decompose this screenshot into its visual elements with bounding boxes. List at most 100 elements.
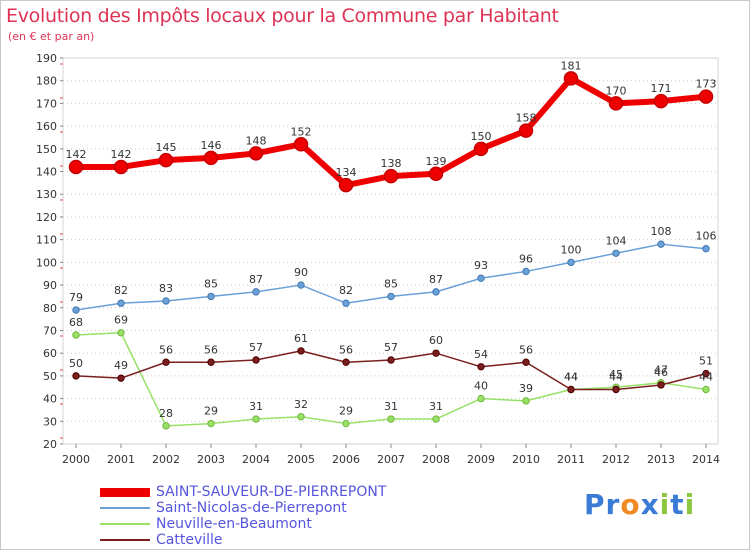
data-point <box>432 349 440 357</box>
data-point <box>522 358 530 366</box>
data-label: 150 <box>471 130 492 143</box>
data-point <box>113 159 129 175</box>
data-point <box>72 331 80 339</box>
data-label: 104 <box>606 234 627 247</box>
data-label: 56 <box>159 343 173 356</box>
data-label: 39 <box>519 382 533 395</box>
data-point <box>522 267 530 276</box>
chart-title: Evolution des Impôts locaux pour la Comm… <box>6 5 559 27</box>
y-tick-label: 150 <box>36 143 57 156</box>
data-label: 87 <box>429 273 443 286</box>
data-label: 139 <box>426 155 447 168</box>
chart-subtitle: (en € et par an) <box>8 30 95 43</box>
data-label: 146 <box>201 139 222 152</box>
data-label: 158 <box>516 112 537 125</box>
x-tick-label: 2000 <box>62 453 90 466</box>
data-point <box>297 347 305 355</box>
data-label: 148 <box>246 134 267 147</box>
data-label: 171 <box>651 82 672 95</box>
data-point <box>383 168 399 184</box>
data-point <box>207 292 215 301</box>
data-point <box>477 274 485 282</box>
data-point <box>117 299 125 307</box>
data-label: 61 <box>294 332 308 345</box>
data-label: 31 <box>384 400 398 413</box>
data-point <box>162 422 170 430</box>
data-point <box>698 89 714 104</box>
data-label: 47 <box>654 364 668 377</box>
logo-letter: x <box>640 488 660 521</box>
data-label: 87 <box>249 273 263 286</box>
data-point <box>293 137 309 152</box>
legend-item: Saint-Nicolas-de-Pierrepont <box>100 500 386 516</box>
data-point <box>203 150 219 166</box>
data-label: 100 <box>561 243 582 256</box>
proxiti-logo: Proxiti <box>584 488 695 521</box>
data-point <box>207 419 215 428</box>
data-point <box>297 281 305 289</box>
y-tick-label: 110 <box>36 234 57 247</box>
y-tick-label: 40 <box>43 393 57 406</box>
data-label: 60 <box>429 334 443 347</box>
data-label: 51 <box>699 355 713 368</box>
data-point <box>387 356 395 364</box>
data-point <box>342 299 350 307</box>
y-tick-label: 50 <box>43 370 57 383</box>
legend-label: Catteville <box>156 532 223 548</box>
x-tick-label: 2014 <box>692 453 720 466</box>
data-point <box>162 297 170 305</box>
data-label: 145 <box>156 141 177 154</box>
data-label: 134 <box>336 166 357 179</box>
data-label: 96 <box>519 252 533 265</box>
y-tick-label: 60 <box>43 347 57 360</box>
data-label: 44 <box>564 371 578 384</box>
data-point <box>522 397 530 405</box>
data-label: 31 <box>429 400 443 413</box>
data-label: 106 <box>696 230 717 243</box>
data-label: 79 <box>69 291 83 304</box>
data-label: 56 <box>519 343 533 356</box>
data-label: 142 <box>111 148 132 161</box>
data-point <box>387 415 395 423</box>
data-point <box>563 71 579 86</box>
data-label: 44 <box>564 371 578 384</box>
data-point <box>612 249 620 257</box>
data-point <box>387 292 395 301</box>
legend-item: Catteville <box>100 532 386 548</box>
data-label: 29 <box>339 405 353 418</box>
data-label: 69 <box>114 314 128 327</box>
data-point <box>518 123 534 138</box>
data-point <box>342 358 350 366</box>
data-point <box>477 394 485 403</box>
data-label: 29 <box>204 405 218 418</box>
data-point <box>702 385 710 394</box>
legend-swatch <box>100 539 150 541</box>
data-label: 90 <box>294 266 308 279</box>
legend-swatch <box>100 487 150 497</box>
x-tick-label: 2008 <box>422 453 450 466</box>
y-tick-label: 160 <box>36 120 57 133</box>
y-tick-label: 100 <box>36 256 57 269</box>
data-label: 138 <box>381 157 402 170</box>
legend-swatch <box>100 523 150 525</box>
data-label: 56 <box>204 343 218 356</box>
data-label: 83 <box>159 282 173 295</box>
data-label: 85 <box>204 277 218 290</box>
data-label: 31 <box>249 400 263 413</box>
data-point <box>252 415 260 423</box>
x-tick-label: 2005 <box>287 453 315 466</box>
x-tick-label: 2003 <box>197 453 225 466</box>
data-point <box>342 419 350 428</box>
data-point <box>72 306 80 314</box>
data-point <box>68 159 84 175</box>
logo-letter: i <box>684 488 696 521</box>
y-tick-label: 170 <box>36 97 57 110</box>
data-label: 49 <box>114 359 128 372</box>
data-point <box>612 385 620 394</box>
data-label: 82 <box>114 284 128 297</box>
x-tick-label: 2013 <box>647 453 675 466</box>
data-label: 54 <box>474 348 488 361</box>
data-point <box>428 166 444 182</box>
data-point <box>72 372 80 380</box>
